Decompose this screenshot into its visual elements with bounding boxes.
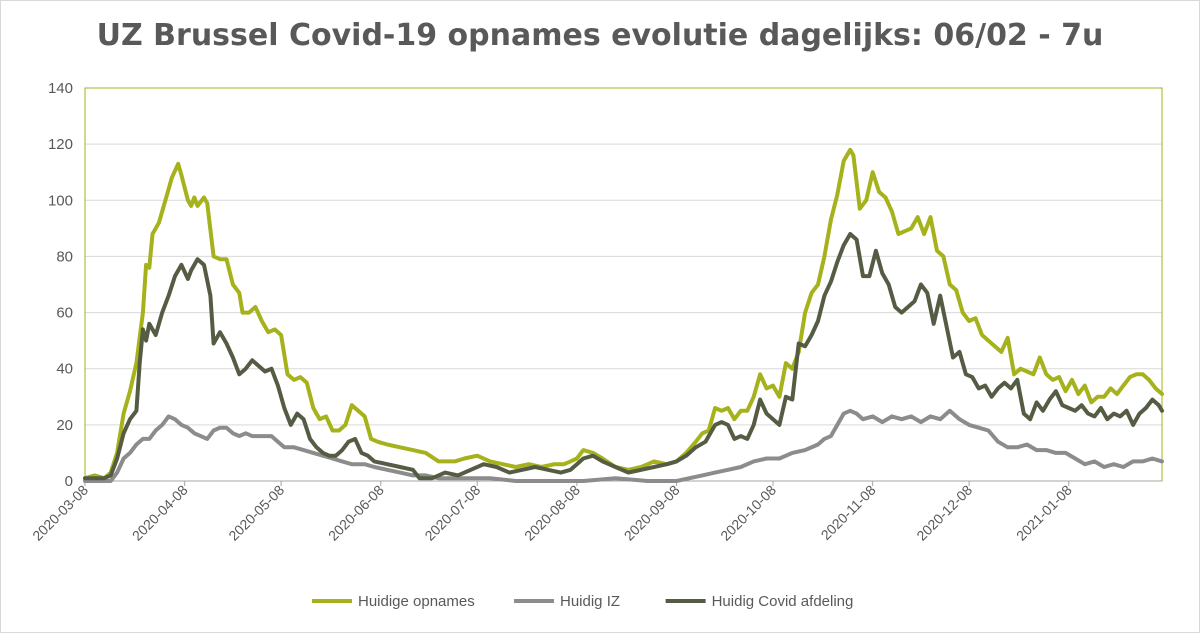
x-tick-label: 2020-05-08 [225,482,287,544]
y-tick-label: 40 [56,361,73,378]
legend-label: Huidig Covid afdeling [712,593,854,610]
series-line-1 [83,408,1164,483]
y-tick-label: 80 [56,248,73,265]
x-tick-label: 2020-11-08 [818,482,879,543]
x-tick-label: 2020-07-08 [421,482,483,544]
legend-item: Huidige opnames [312,593,475,610]
x-tick-label: 2021-01-08 [1013,482,1075,544]
legend-label: Huidige opnames [358,593,475,610]
y-tick-label: 60 [56,305,73,322]
legend: Huidige opnames Huidig IZ Huidig Covid afd… [312,593,853,610]
x-tick-label: 2020-06-08 [325,482,387,544]
y-tick-label: 0 [65,473,73,490]
x-tick-label: 2020-09-08 [621,482,683,544]
legend-item: Huidig Covid afdeling [665,593,854,610]
series-line-2 [83,232,1164,481]
y-axis-ticks: 0 20 40 60 80 100 120 140 [48,80,73,490]
plot-area-border [84,87,1163,482]
x-tick-label: 2020-08-08 [521,482,583,544]
x-axis-ticks: 2020-03-08 2020-04-08 2020-05-08 2020-06-08… [29,481,1075,544]
y-tick-label: 120 [48,136,73,153]
x-tick-label: 2020-03-08 [29,482,91,544]
x-tick-label: 2020-12-08 [913,482,975,544]
y-tick-label: 140 [48,80,73,97]
x-tick-label: 2020-04-08 [129,482,191,544]
series-line-0 [83,147,1164,481]
chart-title: UZ Brussel Covid-19 opnames evolutie dag… [96,18,1104,53]
y-tick-label: 20 [56,417,73,434]
series-lines [83,147,1164,483]
legend-label: Huidig IZ [560,593,620,610]
y-tick-label: 100 [48,192,73,209]
grid-lines [85,143,1162,426]
legend-item: Huidig IZ [514,593,620,610]
x-tick-label: 2020-10-08 [717,482,779,544]
